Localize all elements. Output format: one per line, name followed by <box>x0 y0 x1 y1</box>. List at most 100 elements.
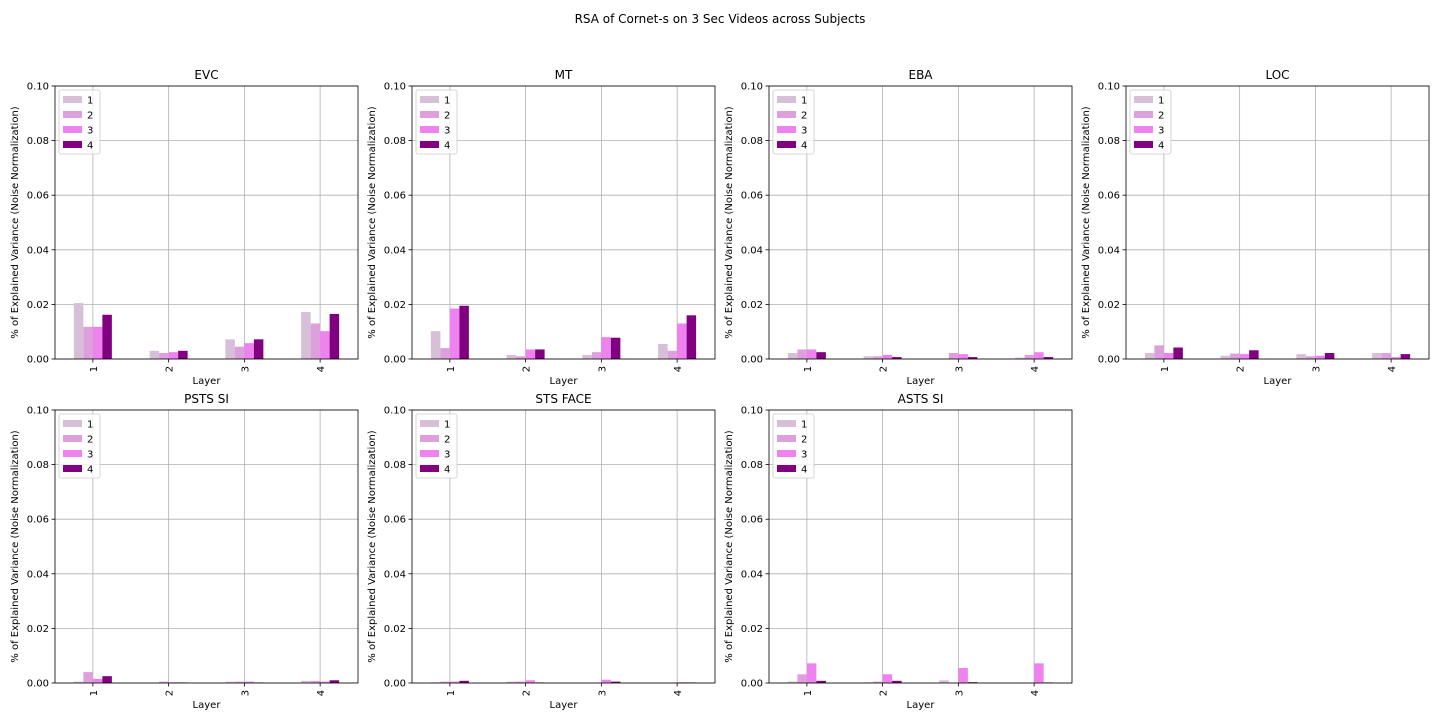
legend-swatch-3 <box>1134 126 1153 133</box>
y-tick-label: 0.06 <box>27 515 49 526</box>
subplot-title: EBA <box>908 68 933 82</box>
bar-layer-4-series-3 <box>1034 663 1044 683</box>
x-axis-label: Layer <box>907 700 936 711</box>
bar-layer-2-series-2 <box>159 352 169 359</box>
bar-layer-3-series-1 <box>225 681 235 683</box>
bar-layer-1-series-3 <box>449 681 460 683</box>
legend-swatch-2 <box>1134 111 1153 118</box>
x-tick-label: 1 <box>89 366 100 372</box>
bar-layer-4-series-4 <box>686 315 697 359</box>
legend: 1 2 3 4 <box>415 413 458 479</box>
bar-layer-4-series-1 <box>1015 357 1025 359</box>
legend-swatch-1 <box>1134 96 1153 103</box>
legend-swatch-1 <box>63 420 82 427</box>
bar-layer-1-series-3 <box>1163 352 1174 359</box>
y-tick-label: 0.04 <box>741 245 763 256</box>
bar-layer-3-series-3 <box>1315 355 1325 359</box>
legend-swatch-3 <box>63 126 82 133</box>
bar-layer-1-series-4 <box>102 314 112 359</box>
x-tick-label: 2 <box>165 690 176 696</box>
bar-layer-2-series-1 <box>863 682 874 683</box>
legend-label-2: 2 <box>444 111 450 122</box>
legend-label-4: 4 <box>801 141 807 152</box>
y-axis-label: % of Explained Variance (Noise Normaliza… <box>367 430 378 662</box>
legend-swatch-1 <box>63 96 82 103</box>
bar-layer-2-series-2 <box>159 681 169 683</box>
y-tick-label: 0.08 <box>27 460 49 471</box>
bar-layer-2-series-1 <box>506 681 517 683</box>
x-tick-label: 3 <box>240 366 251 372</box>
axes-frame <box>411 85 716 360</box>
y-tick-label: 0.06 <box>741 515 763 526</box>
bar-layer-1-series-2 <box>83 672 93 683</box>
y-tick-label: 0.04 <box>1098 245 1120 256</box>
legend-swatch-2 <box>420 435 439 442</box>
x-tick-label: 2 <box>165 366 176 372</box>
bar-layer-1-series-4 <box>816 352 826 359</box>
bar-layer-2-series-2 <box>1230 353 1240 359</box>
x-tick-label: 3 <box>240 690 251 696</box>
legend-box <box>772 89 815 155</box>
bar-layer-4-series-3 <box>677 323 687 359</box>
y-tick-label: 0.10 <box>384 82 406 93</box>
x-tick-label: 1 <box>446 690 457 696</box>
bar-layer-2-series-2 <box>516 681 526 683</box>
bar-layer-2-series-3 <box>882 354 893 359</box>
legend-swatch-4 <box>63 141 82 148</box>
legend-box <box>58 89 101 155</box>
legend-swatch-1 <box>420 420 439 427</box>
bar-layer-3-series-1 <box>582 354 592 359</box>
subplot-title: MT <box>555 68 573 82</box>
legend-label-3: 3 <box>444 450 450 461</box>
y-tick-label: 0.10 <box>27 82 49 93</box>
bar-layer-4-series-4 <box>329 313 340 359</box>
y-tick-label: 0.08 <box>1098 136 1120 147</box>
bar-layer-4-series-3 <box>677 682 687 683</box>
bar-layer-4-series-4 <box>1400 354 1411 359</box>
bar-layer-2-series-3 <box>525 349 536 359</box>
bar-layer-3-series-1 <box>939 680 949 683</box>
bar-layer-1-series-3 <box>806 349 817 359</box>
y-axis-label: % of Explained Variance (Noise Normaliza… <box>724 106 735 338</box>
y-tick-label: 0.00 <box>27 679 49 690</box>
bar-layer-3-series-2 <box>948 352 959 359</box>
y-axis-label: % of Explained Variance (Noise Normaliza… <box>10 106 21 338</box>
bar-layer-2-series-3 <box>1239 354 1250 359</box>
bar-layer-3-series-3 <box>601 337 611 359</box>
bar-layer-1-series-3 <box>449 308 460 359</box>
y-tick-label: 0.08 <box>27 136 49 147</box>
bar-layer-1-series-2 <box>440 348 450 359</box>
bar-layer-2-series-1 <box>149 350 160 359</box>
subplot-eba: 0.00 0.02 0.04 0.06 0.08 0.10 1 2 3 4 EBA Layer % of… <box>724 68 1073 387</box>
legend-label-1: 1 <box>801 96 807 107</box>
bar-layer-2-series-4 <box>892 680 902 683</box>
bar-layer-2-series-3 <box>525 680 536 683</box>
legend-label-4: 4 <box>87 465 93 476</box>
bar-layer-4-series-1 <box>301 680 311 683</box>
legend-label-4: 4 <box>87 141 93 152</box>
x-tick-label: 4 <box>1030 366 1041 372</box>
bar-layer-3-series-4 <box>967 357 978 359</box>
bar-layer-4-series-2 <box>310 323 321 359</box>
bar-layer-3-series-3 <box>958 354 968 359</box>
bar-layer-1-series-1 <box>1144 352 1155 359</box>
bar-layer-1-series-1 <box>73 681 84 683</box>
x-tick-label: 3 <box>1311 366 1322 372</box>
y-tick-label: 0.06 <box>27 191 49 202</box>
x-tick-label: 1 <box>1160 366 1171 372</box>
x-tick-label: 1 <box>89 690 100 696</box>
x-axis-label: Layer <box>1264 376 1293 387</box>
bar-layer-4-series-3 <box>1391 357 1401 359</box>
legend: 1 2 3 4 <box>772 413 815 479</box>
subplot-sts-face: 0.00 0.02 0.04 0.06 0.08 0.10 1 2 3 4 STS FACE Laye… <box>367 392 716 711</box>
bar-layer-1-series-2 <box>440 681 450 683</box>
x-tick-label: 3 <box>597 690 608 696</box>
bar-layer-3-series-2 <box>234 346 245 359</box>
y-tick-label: 0.06 <box>384 191 406 202</box>
legend-label-4: 4 <box>1158 141 1164 152</box>
y-axis-label: % of Explained Variance (Noise Normaliza… <box>367 106 378 338</box>
bar-layer-1-series-1 <box>430 682 441 683</box>
bar-layer-1-series-4 <box>459 680 469 683</box>
y-tick-label: 0.10 <box>741 82 763 93</box>
